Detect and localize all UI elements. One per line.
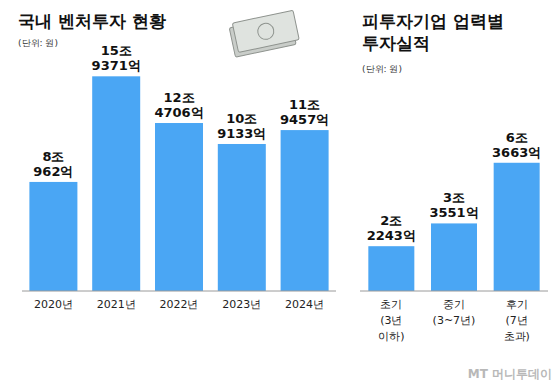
bar: [431, 223, 477, 291]
baseline: [360, 291, 548, 292]
baseline: [22, 291, 336, 292]
chart: 피투자기업 업력별투자실적 (단위: 원) 2조2243억초기(3년이하) 3조355…: [360, 11, 548, 343]
data-label: 15조9371억: [92, 43, 141, 73]
title: 피투자기업 업력별투자실적: [362, 11, 504, 53]
data-label: 10조9133억: [217, 111, 266, 141]
subtitle: (단위: 원): [18, 38, 58, 48]
data-label: 11조9457억: [280, 97, 329, 127]
bar: [281, 130, 329, 291]
watermark: MT 머니투데이: [468, 367, 552, 381]
bar: [155, 123, 203, 291]
data-label: 6조3663억: [492, 130, 541, 160]
category-label: 2022년: [160, 298, 199, 311]
data-label: 2조2243억: [367, 213, 416, 243]
category-label: 2020년: [34, 298, 73, 311]
bar: [29, 182, 77, 291]
category-label: 중기(3~7년): [433, 298, 476, 327]
chart: 국내 벤처투자 현황 (단위: 원) 8조962억 2020년 15조9371억 2021…: [18, 11, 336, 311]
bar: [368, 246, 414, 291]
data-label: 8조962억: [33, 149, 73, 179]
bar: [92, 76, 140, 291]
bar: [494, 163, 540, 291]
title: 국내 벤처투자 현황: [18, 11, 166, 31]
bars: [29, 76, 328, 291]
category-label: 2024년: [285, 298, 324, 311]
canvas: 국내 벤처투자 현황 (단위: 원) 8조962억 2020년 15조9371억 2021…: [0, 0, 560, 386]
data-label: 12조4706억: [154, 90, 203, 120]
subtitle: (단위: 원): [362, 64, 402, 74]
category-label: 초기(3년이하): [378, 298, 404, 343]
data-label: 3조3551억: [429, 190, 478, 220]
bar: [218, 144, 266, 291]
category-label: 2021년: [97, 298, 136, 311]
money-icon: [228, 10, 300, 57]
category-label: 2023년: [222, 298, 261, 311]
bars: [368, 163, 539, 291]
category-label: 후기(7년초과): [504, 298, 530, 343]
